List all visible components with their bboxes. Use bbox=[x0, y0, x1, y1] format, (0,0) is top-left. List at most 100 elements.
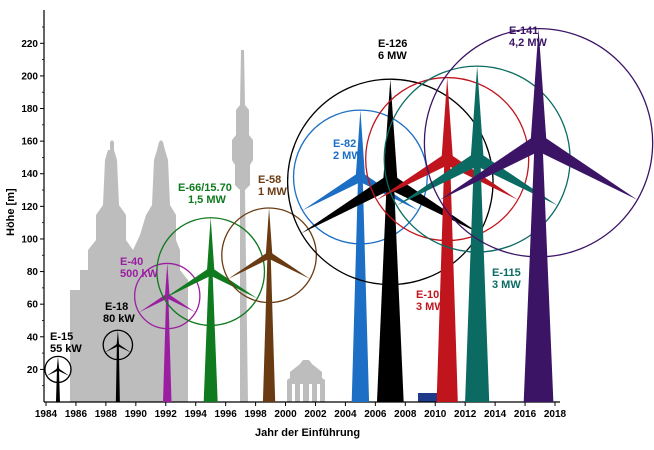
blade-3-e-82 bbox=[302, 172, 363, 211]
y-tick-label-160: 160 bbox=[21, 137, 38, 148]
y-tick-label-200: 200 bbox=[21, 71, 38, 82]
blade-1-e-15 bbox=[56, 356, 60, 370]
label-e15-power: 55 kW bbox=[50, 343, 82, 355]
tower-e-15 bbox=[55, 369, 60, 402]
tower-e-66-15-70 bbox=[203, 271, 218, 402]
tv-tower-silhouette bbox=[232, 50, 253, 402]
x-tick-label-1988: 1988 bbox=[95, 409, 118, 420]
tower-e-115 bbox=[465, 159, 490, 402]
label-e40-name: E-40 bbox=[120, 256, 143, 268]
y-axis-title: Höhe [m] bbox=[5, 188, 17, 236]
x-tick-label-2000: 2000 bbox=[274, 409, 297, 420]
label-e82-name: E-82 bbox=[333, 138, 356, 150]
x-tick-label-1994: 1994 bbox=[185, 409, 208, 420]
label-e66-name: E-66/15.70 bbox=[178, 182, 232, 194]
x-tick-label-1992: 1992 bbox=[155, 409, 178, 420]
x-tick-label-2010: 2010 bbox=[424, 409, 447, 420]
label-e115-name: E-115 bbox=[492, 267, 521, 279]
label-e40-power: 500 kW bbox=[120, 268, 159, 280]
hub-e-18 bbox=[116, 343, 120, 347]
tower-e-82 bbox=[351, 177, 370, 402]
label-e18-name: E-18 bbox=[105, 301, 128, 313]
turbine-e-58 bbox=[221, 207, 317, 402]
label-e126-power: 6 MW bbox=[378, 50, 407, 62]
blade-1-e-18 bbox=[116, 330, 120, 345]
turbines bbox=[44, 27, 654, 402]
tower-e-141 bbox=[523, 142, 554, 402]
turbine-e-141 bbox=[423, 27, 654, 402]
blade-1-e-82 bbox=[355, 110, 366, 177]
label-e18-power: 80 kW bbox=[103, 313, 135, 325]
tower-e-101 bbox=[436, 159, 458, 402]
x-tick-label-2012: 2012 bbox=[454, 409, 477, 420]
y-tick-label-100: 100 bbox=[21, 234, 38, 245]
blade-1-e-101 bbox=[441, 77, 453, 160]
hub-e-101 bbox=[442, 154, 453, 164]
y-tick-label-40: 40 bbox=[27, 332, 39, 343]
label-e58-name: E-58 bbox=[258, 174, 281, 186]
blade-1-e-58 bbox=[265, 207, 273, 256]
blade-2-e-141 bbox=[534, 135, 638, 200]
turbine-labels: E-15 55 kW E-18 80 kW E-40 500 kW E-66/1… bbox=[50, 25, 548, 355]
turbine-e-126 bbox=[286, 78, 494, 402]
label-e101-power: 3 MW bbox=[416, 301, 445, 313]
cathedral-silhouette bbox=[70, 140, 188, 402]
hub-e-141 bbox=[531, 135, 546, 150]
turbine-e-66-15-70 bbox=[156, 217, 266, 402]
blade-1-e-115 bbox=[470, 66, 484, 160]
tower-e-58 bbox=[262, 255, 276, 402]
blade-2-e-40 bbox=[166, 294, 196, 313]
blade-2-e-18 bbox=[117, 343, 131, 353]
blade-3-e-66-15-70 bbox=[164, 268, 213, 299]
turbine-e-40 bbox=[134, 262, 201, 402]
blade-1-e-66-15-70 bbox=[206, 217, 215, 272]
blade-3-e-101 bbox=[376, 154, 451, 200]
blade-2-e-126 bbox=[386, 175, 480, 234]
blade-3-e-15 bbox=[46, 368, 59, 376]
label-e115-power: 3 MW bbox=[492, 279, 521, 291]
blade-3-e-126 bbox=[301, 175, 394, 234]
hub-e-15 bbox=[56, 367, 60, 371]
label-e141-name: E-141 bbox=[509, 25, 538, 37]
y-tick-label-120: 120 bbox=[21, 202, 38, 213]
y-tick-label-220: 220 bbox=[21, 39, 38, 50]
x-tick-label-2018: 2018 bbox=[544, 409, 567, 420]
blade-3-e-40 bbox=[139, 294, 169, 313]
label-e15-name: E-15 bbox=[50, 331, 73, 343]
x-tick-label-2004: 2004 bbox=[334, 409, 357, 420]
y-ticks: 20 40 60 80 100 120 140 160 180 200 220 bbox=[21, 26, 44, 387]
blade-1-e-141 bbox=[530, 28, 547, 143]
blade-2-e-66-15-70 bbox=[208, 268, 258, 299]
x-tick-label-2014: 2014 bbox=[484, 409, 507, 420]
blade-3-e-18 bbox=[105, 343, 119, 353]
tower-e-126 bbox=[376, 181, 404, 402]
x-axis-title: Jahr der Einführung bbox=[255, 427, 360, 439]
background-landmarks bbox=[70, 50, 440, 402]
label-e58-power: 1 MW bbox=[258, 186, 287, 198]
hub-e-58 bbox=[266, 252, 272, 259]
tower-e-18 bbox=[115, 344, 120, 402]
label-e141-power: 4,2 MW bbox=[509, 37, 548, 49]
x-tick-label-1990: 1990 bbox=[125, 409, 148, 420]
x-tick-label-1996: 1996 bbox=[215, 409, 238, 420]
x-tick-label-2002: 2002 bbox=[304, 409, 327, 420]
label-e101-name: E-101 bbox=[416, 289, 445, 301]
y-tick-label-180: 180 bbox=[21, 104, 38, 115]
blade-3-e-58 bbox=[228, 252, 271, 279]
hub-e-66-15-70 bbox=[207, 268, 214, 275]
y-tick-label-20: 20 bbox=[27, 365, 39, 376]
van-shape bbox=[418, 393, 440, 402]
label-e82-power: 2 MW bbox=[333, 150, 362, 162]
x-tick-label-1986: 1986 bbox=[65, 409, 88, 420]
blade-3-e-141 bbox=[439, 135, 543, 200]
y-tick-label-140: 140 bbox=[21, 169, 38, 180]
gate-silhouette bbox=[287, 360, 325, 402]
x-ticks: 1984 1986 1988 1990 1992 1994 1996 1998 2000 2002… bbox=[35, 402, 567, 420]
turbine-e-15 bbox=[44, 355, 72, 402]
blade-1-e-126 bbox=[383, 79, 398, 182]
turbine-e-18 bbox=[102, 329, 134, 402]
hub-e-115 bbox=[471, 153, 483, 165]
blade-2-e-58 bbox=[267, 252, 311, 279]
hub-e-82 bbox=[356, 172, 365, 182]
x-tick-label-1984: 1984 bbox=[35, 409, 58, 420]
